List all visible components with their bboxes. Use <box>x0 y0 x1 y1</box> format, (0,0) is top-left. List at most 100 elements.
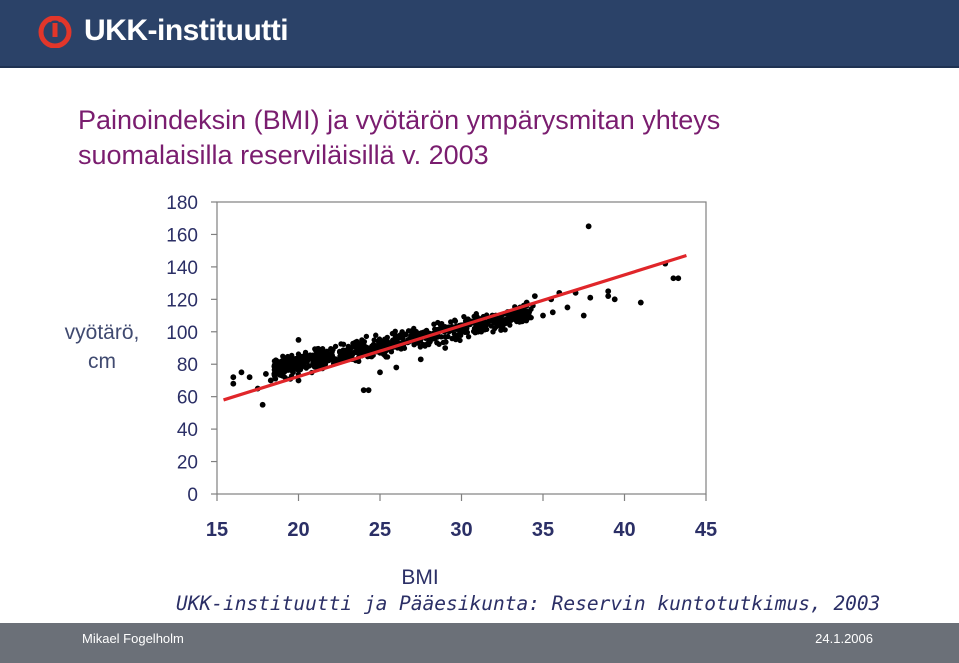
data-point <box>272 364 279 371</box>
data-point <box>286 355 292 361</box>
plot-frame <box>216 201 707 495</box>
x-tick-label: 40 <box>613 519 635 541</box>
data-point <box>482 323 488 330</box>
y-tick-label: 20 <box>177 453 198 474</box>
data-point <box>349 349 355 356</box>
data-point <box>295 377 302 384</box>
x-tick-label: 20 <box>287 519 309 541</box>
data-point <box>549 309 556 316</box>
data-point <box>263 371 269 377</box>
data-point <box>499 324 506 330</box>
data-point <box>504 319 510 325</box>
data-point <box>299 364 305 370</box>
data-point <box>323 357 329 363</box>
y-axis-label-line-2: cm <box>88 350 116 373</box>
data-point <box>390 337 396 344</box>
data-point <box>605 288 612 295</box>
data-point <box>281 361 288 367</box>
data-point <box>488 323 494 329</box>
data-point <box>322 353 328 359</box>
x-tick-label: 30 <box>450 519 472 541</box>
data-point <box>393 364 400 371</box>
y-tick-label: 60 <box>177 388 198 409</box>
data-point <box>587 294 594 301</box>
data-point <box>330 346 336 353</box>
data-point <box>357 349 363 355</box>
data-point <box>267 377 274 384</box>
x-axis-label: BMI <box>401 566 438 589</box>
data-point <box>376 339 382 346</box>
x-tick-label: 15 <box>206 519 228 541</box>
data-point <box>297 357 303 363</box>
data-point <box>473 311 479 317</box>
data-point <box>476 323 483 329</box>
data-point <box>540 312 546 319</box>
data-point <box>438 334 445 340</box>
data-point <box>413 329 419 335</box>
data-point <box>515 314 522 321</box>
footer-bar: Mikael Fogelholm 24.1.2006 <box>0 623 959 663</box>
data-point <box>272 376 279 382</box>
data-point <box>337 353 343 359</box>
y-axis-label: vyötärö, cm <box>52 318 152 376</box>
data-point <box>369 345 375 352</box>
data-point <box>670 275 677 282</box>
data-point <box>611 296 618 303</box>
data-point <box>521 314 527 321</box>
title-line-1: Painoindeksin (BMI) ja vyötärön ympärysm… <box>78 105 721 135</box>
footer-author: Mikael Fogelholm <box>82 631 184 646</box>
data-point <box>403 332 409 338</box>
data-point <box>273 370 280 377</box>
data-point <box>439 323 445 329</box>
data-point <box>360 387 367 394</box>
data-point <box>564 304 571 311</box>
data-point <box>580 312 587 319</box>
data-point <box>288 367 294 374</box>
y-tick-label: 160 <box>166 225 198 246</box>
data-point <box>430 336 436 342</box>
data-point <box>637 299 644 306</box>
data-point <box>344 347 351 353</box>
data-point <box>338 341 344 347</box>
logo-text: UKK-instituutti <box>84 14 289 47</box>
x-tick-label: 35 <box>532 519 554 541</box>
data-point <box>295 336 302 343</box>
y-tick-label: 140 <box>166 258 198 279</box>
x-tick-label: 25 <box>369 519 391 541</box>
data-point <box>417 356 424 363</box>
footer-date: 24.1.2006 <box>815 631 873 646</box>
data-point <box>456 330 463 336</box>
y-tick-label: 80 <box>177 355 198 376</box>
data-point <box>452 332 459 339</box>
page-title: Painoindeksin (BMI) ja vyötärön ympärysm… <box>78 103 938 173</box>
data-point <box>238 369 245 376</box>
data-point <box>449 335 455 342</box>
data-point <box>465 333 472 340</box>
title-line-2: suomalaisilla reserviläisillä v. 2003 <box>78 140 489 170</box>
data-point <box>474 328 481 335</box>
data-point <box>382 352 388 359</box>
data-point <box>315 361 321 368</box>
data-point <box>293 363 299 369</box>
data-point <box>485 319 491 325</box>
data-point <box>363 333 370 340</box>
data-point <box>464 329 471 336</box>
trend-line <box>223 254 687 402</box>
data-point <box>585 223 592 230</box>
data-point <box>675 275 682 282</box>
y-tick-label: 40 <box>177 420 198 441</box>
data-point <box>303 353 310 360</box>
data-point <box>415 340 421 346</box>
data-point <box>337 349 343 355</box>
data-point <box>230 374 237 381</box>
data-point <box>434 339 440 346</box>
y-axis-label-line-1: vyötärö, <box>64 321 140 344</box>
data-point <box>230 380 237 387</box>
data-point <box>316 349 322 355</box>
data-point <box>373 332 379 338</box>
data-point <box>457 337 463 344</box>
data-point <box>408 328 415 335</box>
data-point <box>376 344 382 351</box>
data-point <box>418 331 424 337</box>
